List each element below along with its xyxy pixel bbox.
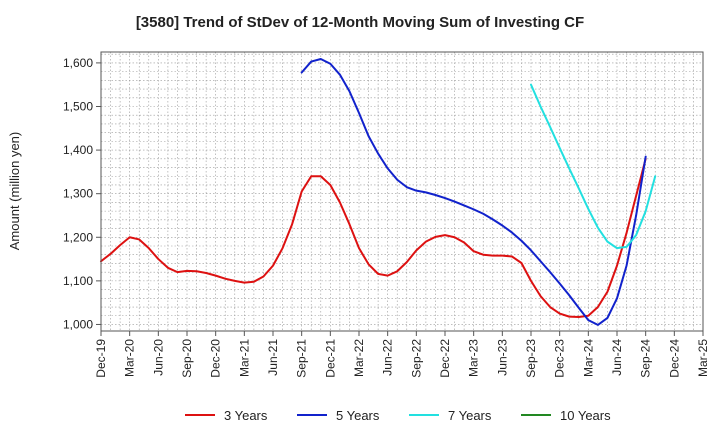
- y-tick-label: 1,600: [63, 56, 93, 70]
- legend-label: 7 Years: [448, 408, 492, 423]
- x-tick-label: Jun-22: [381, 339, 395, 376]
- x-tick-label: Dec-22: [438, 339, 452, 378]
- y-tick-label: 1,000: [63, 317, 93, 331]
- chart-title: [3580] Trend of StDev of 12-Month Moving…: [136, 14, 584, 31]
- x-tick-label: Sep-22: [409, 339, 423, 378]
- x-tick-label: Jun-24: [610, 339, 624, 376]
- x-tick-label: Sep-20: [180, 339, 194, 378]
- grid: [101, 52, 703, 331]
- x-tick-label: Mar-22: [352, 339, 366, 377]
- series-line-7-years: [530, 83, 657, 250]
- x-tick-label: Mar-23: [467, 339, 481, 377]
- x-tick-label: Mar-21: [237, 339, 251, 377]
- x-tick-label: Mar-20: [123, 339, 137, 377]
- y-tick-label: 1,500: [63, 99, 93, 113]
- x-axis: Dec-19 Mar-20 Jun-20 Sep-20 Dec-20 Mar-21 Jun-…: [94, 331, 710, 378]
- legend: 3 Years 5 Years 7 Years 10 Years: [185, 408, 611, 423]
- legend-label: 10 Years: [560, 408, 611, 423]
- x-tick-label: Mar-24: [581, 339, 595, 377]
- x-tick-label: Dec-23: [553, 339, 567, 378]
- x-tick-label: Dec-24: [667, 339, 681, 378]
- x-tick-label: Sep-21: [295, 339, 309, 378]
- x-tick-label: Dec-20: [209, 339, 223, 378]
- x-tick-label: Jun-23: [495, 339, 509, 376]
- legend-label: 5 Years: [336, 408, 380, 423]
- series-line-3-years: [100, 157, 647, 319]
- legend-label: 3 Years: [224, 408, 268, 423]
- y-tick-label: 1,400: [63, 143, 93, 157]
- series-lines: [100, 57, 657, 326]
- y-tick-label: 1,200: [63, 230, 93, 244]
- series-line-5-years: [300, 57, 647, 326]
- x-tick-label: Dec-19: [94, 339, 108, 378]
- x-tick-label: Sep-24: [639, 339, 653, 378]
- x-tick-label: Jun-20: [151, 339, 165, 376]
- x-tick-label: Sep-23: [524, 339, 538, 378]
- y-axis-title: Amount (million yen): [7, 132, 22, 251]
- y-axis: 1,000 1,100 1,200 1,300 1,400 1,500 1,600: [63, 56, 101, 331]
- y-tick-label: 1,100: [63, 274, 93, 288]
- x-tick-label: Mar-25: [696, 339, 710, 377]
- x-tick-label: Dec-21: [323, 339, 337, 378]
- y-tick-label: 1,300: [63, 187, 93, 201]
- plot-frame: [100, 51, 704, 332]
- x-tick-label: Jun-21: [266, 339, 280, 376]
